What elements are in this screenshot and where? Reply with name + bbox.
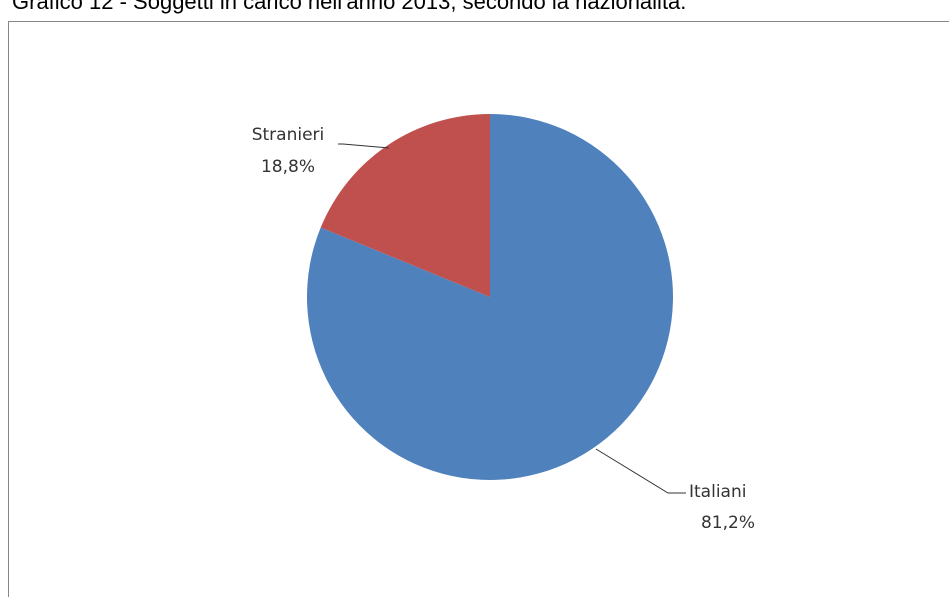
slice-label-value: 18,8% — [261, 157, 315, 177]
pie-slice-stranieri — [320, 113, 490, 297]
leader-lines — [338, 143, 686, 494]
slice-label-name: Stranieri — [252, 125, 325, 145]
page-title: Grafico 12 - Soggetti in carico nell'ann… — [12, 0, 687, 14]
slice-label-value: 81,2% — [701, 513, 755, 533]
leader-line-stranieri — [338, 143, 390, 149]
pie-slice-italiani — [307, 114, 673, 480]
slice-label-name: Italiani — [689, 482, 746, 502]
leader-line-italiani — [595, 448, 686, 494]
pie-slices — [307, 113, 673, 480]
